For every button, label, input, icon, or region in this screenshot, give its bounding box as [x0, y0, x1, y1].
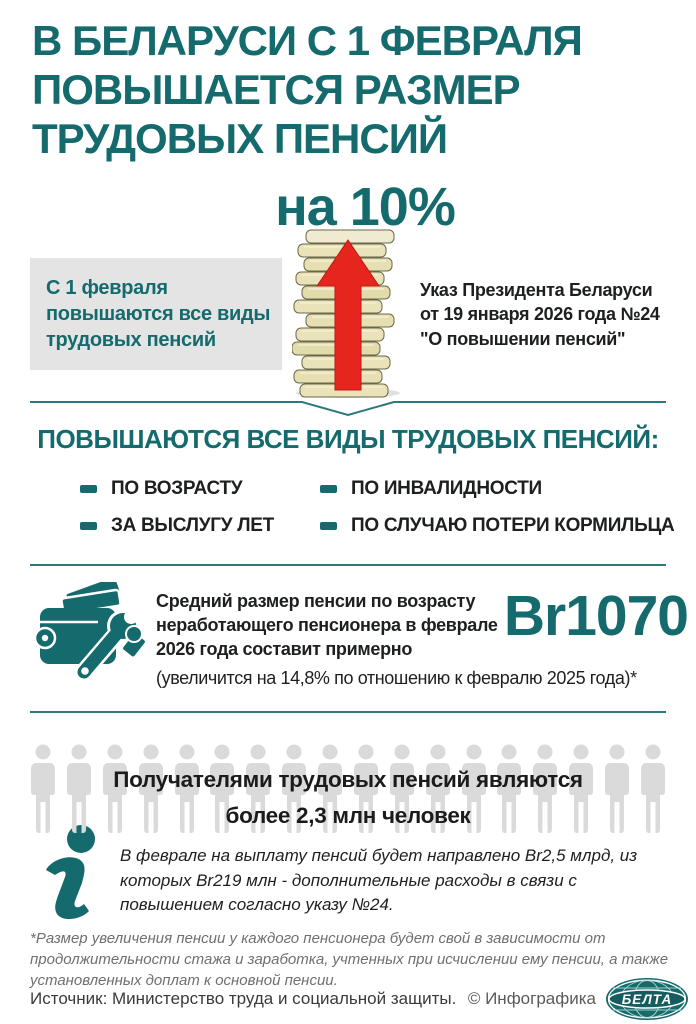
- info-icon: [36, 824, 110, 927]
- notch-divider: [30, 400, 666, 423]
- average-pension-text: Средний размер пенсии по возрасту нерабо…: [156, 591, 498, 659]
- person-icon: [533, 744, 558, 833]
- person-icon: [605, 744, 629, 833]
- belta-logo: БЕЛТА: [604, 976, 690, 1024]
- dash-bullet-icon: [80, 522, 97, 530]
- person-icon: [174, 744, 199, 833]
- section-divider: [30, 711, 666, 713]
- average-pension-amount: Br1070: [503, 584, 689, 648]
- page-title: В БЕЛАРУСИ С 1 ФЕВРАЛЯ ПОВЫШАЕТСЯ РАЗМЕР…: [32, 17, 583, 163]
- intro-box-text: С 1 февраля повышаются все виды трудовых…: [46, 277, 271, 351]
- dash-bullet-icon: [320, 485, 337, 493]
- person-icon: [640, 744, 665, 833]
- person-icon: [425, 744, 450, 833]
- person-icon: [138, 744, 163, 833]
- people-row: [28, 744, 668, 836]
- list-item-label: ЗА ВЫСЛУГУ ЛЕТ: [111, 515, 274, 536]
- person-icon: [102, 744, 127, 833]
- decree-text: Указ Президента Беларуси от 19 января 20…: [420, 280, 660, 349]
- types-heading: ПОВЫШАЮТСЯ ВСЕ ВИДЫ ТРУДОВЫХ ПЕНСИЙ:: [37, 424, 659, 454]
- intro-gray-box: С 1 февраля повышаются все виды трудовых…: [30, 258, 282, 370]
- list-item-label: ПО СЛУЧАЮ ПОТЕРИ КОРМИЛЬЦА: [351, 515, 675, 536]
- coin-stack-arrow-icon: [291, 226, 404, 403]
- list-item: ПО ИНВАЛИДНОСТИ: [320, 478, 674, 500]
- increase-percent: на 10%: [275, 177, 456, 237]
- person-icon: [497, 744, 522, 833]
- person-icon: [389, 744, 414, 833]
- person-icon: [246, 744, 271, 833]
- wallet-wrench-icon: [33, 574, 148, 689]
- section-divider: [30, 564, 666, 566]
- list-item: ПО СЛУЧАЮ ПОТЕРИ КОРМИЛЬЦА: [320, 515, 675, 537]
- info-text: В феврале на выплату пенсий будет направ…: [120, 846, 638, 915]
- average-pension-note: (увеличится на 14,8% по отношению к февр…: [156, 668, 637, 688]
- person-icon: [569, 744, 594, 833]
- list-item: ЗА ВЫСЛУГУ ЛЕТ: [80, 515, 320, 537]
- recipients-text: Получателями трудовых пенсий являются бо…: [113, 767, 583, 828]
- dash-bullet-icon: [320, 522, 337, 530]
- pension-types-list: ПО ВОЗРАСТУ ПО ИНВАЛИДНОСТИ ЗА ВЫСЛУГУ Л…: [80, 478, 675, 537]
- person-icon: [318, 744, 342, 833]
- person-icon: [210, 744, 235, 833]
- person-icon: [461, 744, 486, 833]
- person-icon: [66, 744, 91, 833]
- belta-logo-label: БЕЛТА: [622, 992, 672, 1007]
- dash-bullet-icon: [80, 485, 97, 493]
- person-icon: [282, 744, 307, 833]
- credit-text: © Инфографика: [467, 989, 596, 1008]
- person-icon: [353, 744, 378, 833]
- list-item-label: ПО ВОЗРАСТУ: [111, 478, 243, 499]
- person-icon: [31, 744, 55, 833]
- red-up-arrow-icon: [316, 239, 380, 391]
- list-item-label: ПО ИНВАЛИДНОСТИ: [351, 478, 542, 499]
- list-item: ПО ВОЗРАСТУ: [80, 478, 320, 500]
- source-text: Источник: Министерство труда и социально…: [30, 989, 457, 1008]
- footnote-text: *Размер увеличения пенсии у каждого пенс…: [30, 930, 669, 989]
